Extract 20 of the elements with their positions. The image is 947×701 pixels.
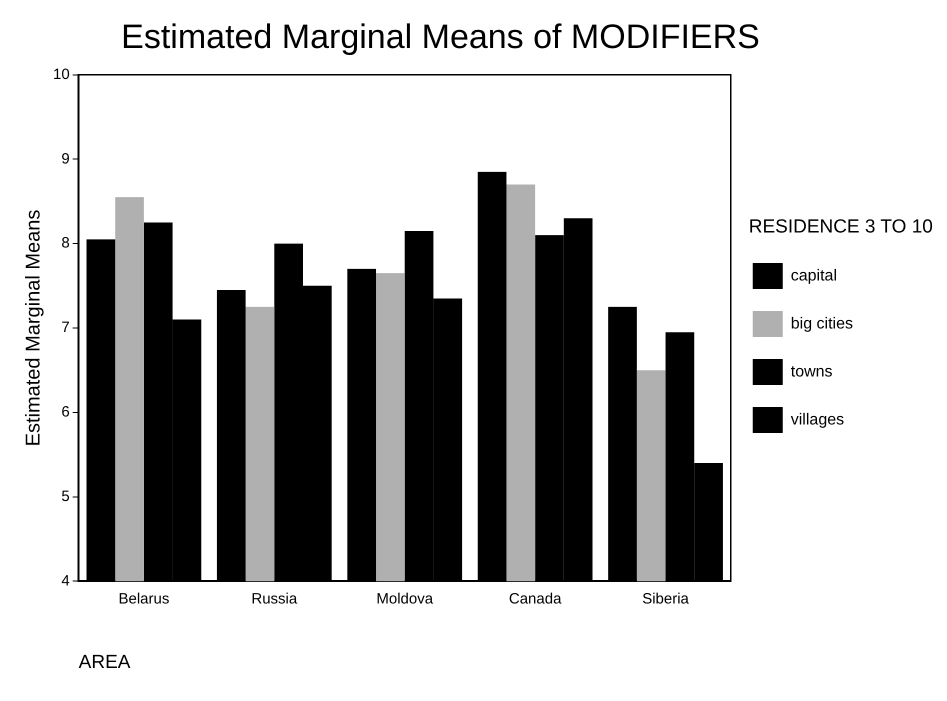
x-tick-label: Russia xyxy=(251,590,298,608)
y-tick-label: 7 xyxy=(61,319,70,336)
legend-label: big cities xyxy=(790,315,853,332)
x-axis-title: AREA xyxy=(78,652,131,673)
y-axis-title: Estimated Marginal Means xyxy=(22,210,45,446)
y-tick-label: 4 xyxy=(61,572,70,590)
legend-label: capital xyxy=(790,267,837,284)
legend-label: villages xyxy=(790,411,844,428)
y-tick-label: 10 xyxy=(52,66,70,83)
y-tick-label: 5 xyxy=(61,488,70,505)
x-tick-label: Siberia xyxy=(642,590,690,608)
legend-title: RESIDENCE 3 TO 10 xyxy=(748,216,933,238)
y-tick-label: 8 xyxy=(61,234,70,252)
chart-title: Estimated Marginal Means of MODIFIERS xyxy=(121,18,760,56)
y-tick-label: 9 xyxy=(61,150,70,168)
legend-label: towns xyxy=(790,363,833,380)
x-tick-label: Belarus xyxy=(118,590,170,608)
x-tick-label: Moldova xyxy=(376,590,434,608)
y-tick-label: 6 xyxy=(61,404,70,421)
x-tick-label: Canada xyxy=(508,590,562,608)
